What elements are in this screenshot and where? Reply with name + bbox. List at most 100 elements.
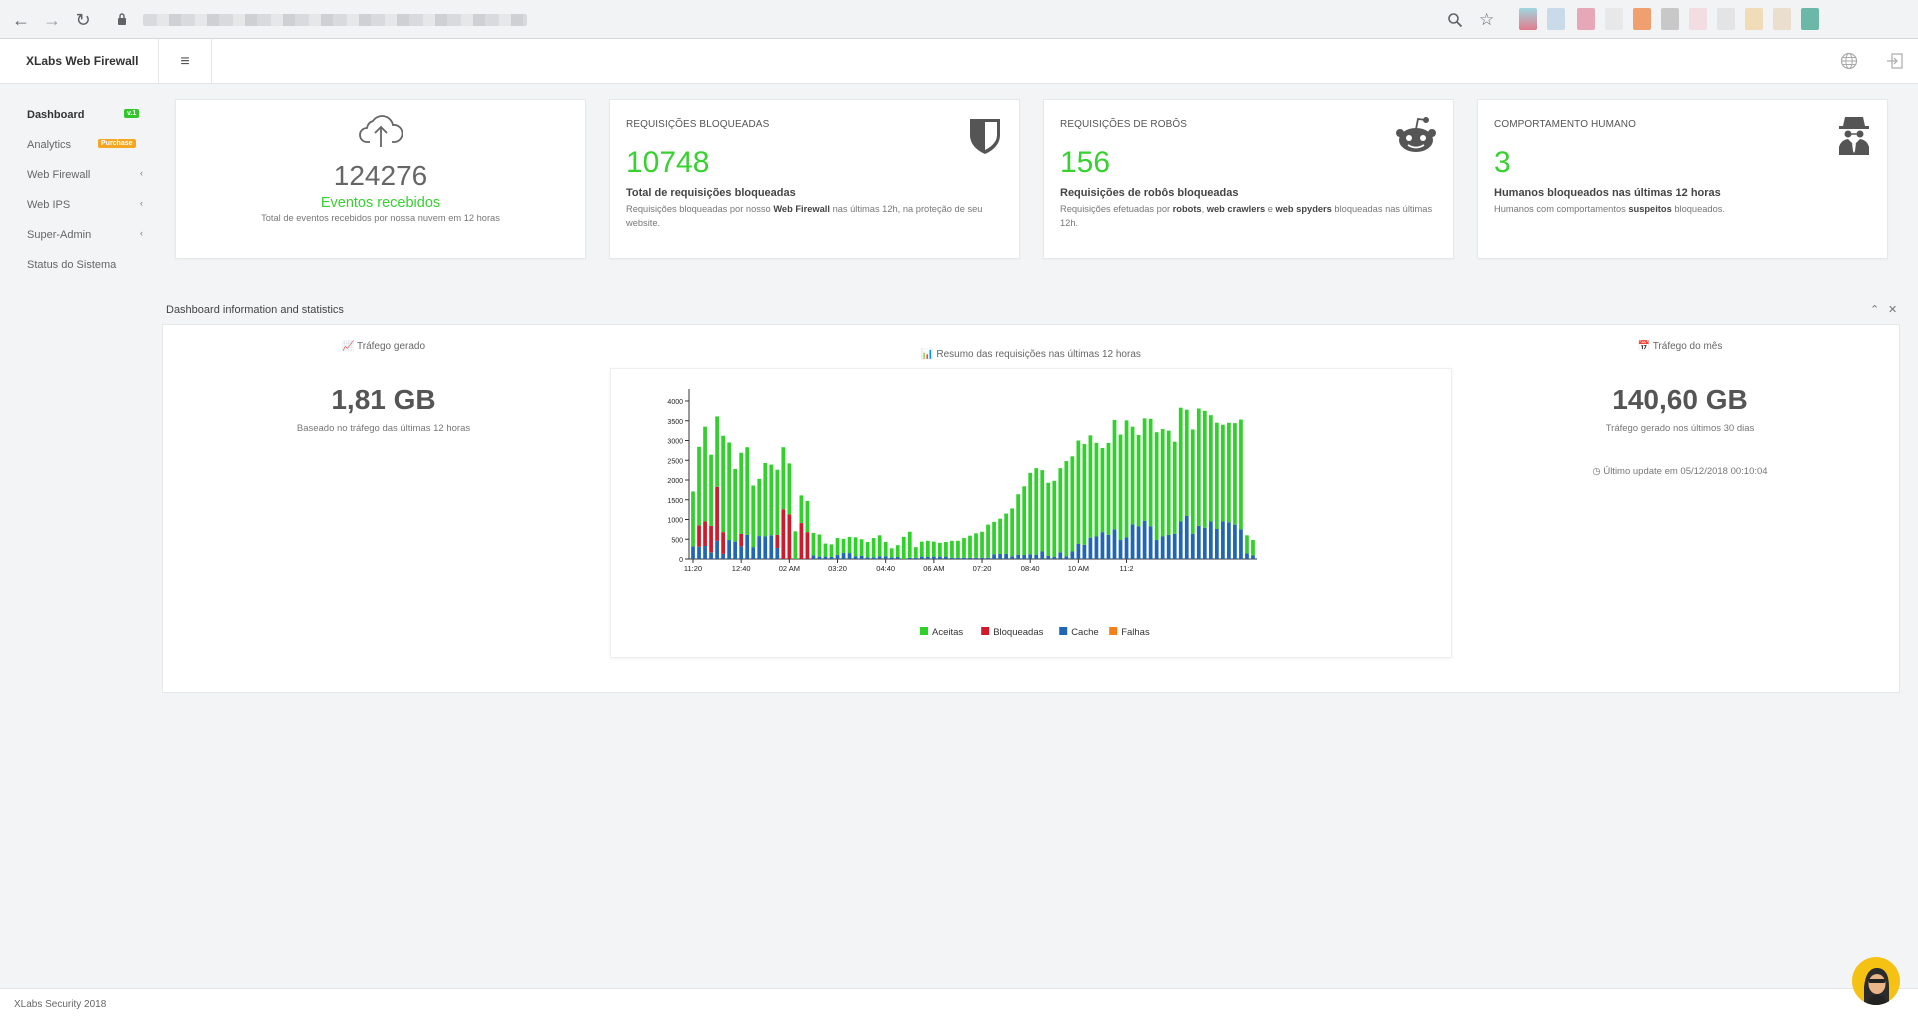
bar-aceitas [865, 542, 870, 558]
bar-cache [907, 557, 912, 559]
sidebar-item-label: Analytics [27, 139, 72, 151]
extension-icon[interactable] [1633, 8, 1651, 30]
bar-cache [1058, 552, 1063, 559]
bar-aceitas [1058, 468, 1063, 553]
bar-cache [1088, 537, 1093, 559]
extension-icon[interactable] [1519, 8, 1537, 30]
legend-swatch [981, 627, 990, 635]
collapse-icon[interactable]: ⌃ [1870, 304, 1880, 316]
bar-aceitas [817, 534, 822, 557]
bar-cache [1172, 533, 1177, 559]
bar-aceitas [1245, 535, 1249, 554]
robots-count: 156 [1060, 146, 1111, 179]
extension-icon[interactable] [1717, 8, 1735, 30]
x-tick-label: 02 AM [779, 564, 800, 573]
bar-cache [962, 557, 966, 559]
bar-bloqueadas [805, 532, 810, 559]
bar-aceitas [1106, 442, 1111, 535]
bar-aceitas [763, 463, 768, 537]
bar-aceitas [980, 531, 984, 558]
bar-cache [944, 556, 948, 559]
bar-aceitas [1028, 472, 1033, 555]
extension-icon[interactable] [1547, 8, 1565, 30]
bar-aceitas [895, 545, 900, 558]
bar-aceitas [950, 540, 954, 558]
bar-cache [913, 557, 918, 559]
extension-icon[interactable] [1661, 8, 1679, 30]
bar-aceitas [1148, 418, 1153, 527]
globe-icon[interactable] [1840, 52, 1858, 70]
bookmark-star-icon[interactable]: ☆ [1479, 10, 1495, 29]
close-icon[interactable]: ✕ [1888, 304, 1898, 316]
bar-aceitas [986, 524, 990, 558]
sidebar-item-status-do-sistema[interactable]: Status do Sistema [27, 259, 116, 271]
extension-icon[interactable] [1773, 8, 1791, 30]
bar-aceitas [823, 543, 828, 557]
events-card: 124276 Eventos recebidos Total de evento… [175, 99, 586, 259]
address-bar[interactable] [143, 14, 527, 26]
card-desc: Requisições bloqueadas por nosso Web Fir… [626, 204, 983, 228]
bar-aceitas [829, 544, 834, 558]
bar-aceitas [913, 547, 918, 558]
bar-aceitas [697, 446, 701, 526]
sidebar-item-analytics[interactable]: Analytics [27, 139, 71, 151]
y-tick-label: 0 [679, 557, 683, 564]
bar-aceitas [1166, 430, 1171, 535]
bar-cache [1076, 543, 1081, 559]
x-tick-label: 04:40 [876, 564, 895, 573]
extension-icon[interactable] [1745, 8, 1763, 30]
extension-icon[interactable] [1801, 8, 1819, 30]
bar-aceitas [1130, 426, 1135, 525]
cloud-upload-icon [359, 115, 403, 147]
bar-cache [980, 557, 984, 559]
y-tick-label: 500 [671, 537, 683, 544]
forward-icon[interactable]: → [43, 10, 61, 30]
blocked-requests-card: REQUISIÇÕES BLOQUEADAS 10748 Total de re… [609, 99, 1020, 259]
traffic-value: 1,81 GB [331, 384, 436, 415]
bar-aceitas [956, 540, 960, 558]
logout-icon[interactable] [1886, 52, 1904, 70]
bar-cache [739, 546, 744, 559]
extension-icon[interactable] [1605, 8, 1623, 30]
y-tick-label: 2000 [667, 478, 683, 485]
bar-cache [1239, 529, 1243, 559]
bar-aceitas [998, 518, 1002, 554]
bar-aceitas [709, 454, 713, 526]
zoom-icon[interactable] [1447, 12, 1463, 28]
sidebar-item-super-admin[interactable]: Super-Admin [27, 229, 91, 241]
bar-cache [1118, 540, 1123, 559]
extension-icon[interactable] [1577, 8, 1595, 30]
app-title[interactable]: XLabs Web Firewall [0, 39, 159, 84]
sidebar-item-web-firewall[interactable]: Web Firewall [27, 169, 90, 181]
robot-requests-card: REQUISIÇÕES DE ROBÔS 156 Requisições de … [1043, 99, 1454, 259]
bar-aceitas [1142, 418, 1147, 521]
back-icon[interactable]: ← [12, 10, 30, 30]
month-sub: Tráfego gerado nos últimos 30 dias [1605, 423, 1755, 434]
bar-aceitas [1202, 410, 1207, 528]
card-subtitle: Humanos bloqueados nas últimas 12 horas [1494, 187, 1721, 199]
bar-aceitas [1124, 420, 1129, 538]
reload-icon[interactable]: ↻ [75, 10, 91, 30]
extension-icon[interactable] [1689, 8, 1707, 30]
bar-aceitas [781, 447, 786, 510]
bar-cache [1178, 521, 1183, 559]
clock-icon: ◷ [1592, 466, 1601, 477]
bar-cache [829, 557, 834, 559]
avatar[interactable] [1852, 957, 1900, 1005]
bar-aceitas [811, 532, 816, 556]
bar-aceitas [715, 416, 719, 487]
sidebar-item-web-ips[interactable]: Web IPS [27, 199, 70, 211]
menu-toggle-button[interactable]: ≡ [159, 39, 212, 84]
bar-cache [1245, 553, 1249, 559]
bar-cache [1142, 520, 1147, 559]
app-header: XLabs Web Firewall ≡ [0, 39, 1918, 84]
bar-aceitas [1076, 440, 1081, 544]
bar-cache [1106, 534, 1111, 559]
bar-aceitas [1136, 434, 1141, 527]
y-tick-label: 3000 [667, 439, 683, 446]
bar-cache [811, 555, 816, 559]
sidebar-item-dashboard[interactable]: Dashboard [27, 109, 84, 121]
bar-cache [1251, 555, 1255, 559]
bar-bloqueadas [775, 534, 780, 548]
card-label: REQUISIÇÕES BLOQUEADAS [626, 119, 770, 130]
